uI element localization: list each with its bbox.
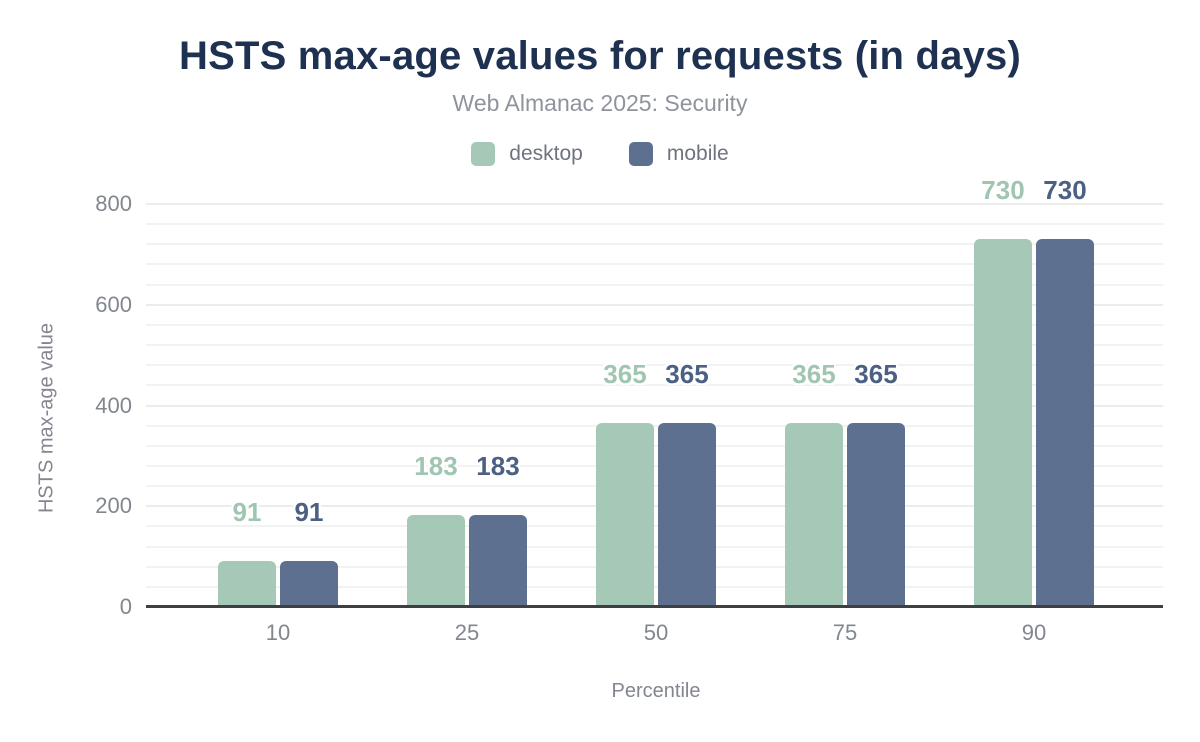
value-label-mobile-90: 730 (1043, 175, 1087, 205)
gridline (146, 525, 1163, 528)
gridline (146, 243, 1163, 246)
gridline (146, 565, 1163, 568)
value-label-desktop-50: 365 (603, 359, 647, 389)
value-label-mobile-75: 365 (854, 359, 898, 389)
gridline (146, 585, 1163, 588)
gridline (146, 404, 1163, 407)
x-tick-label-50: 50 (643, 620, 669, 645)
legend-label-desktop: desktop (509, 142, 583, 165)
gridline (146, 223, 1163, 226)
gridline (146, 303, 1163, 306)
gridline (146, 505, 1163, 508)
bar-desktop-10[interactable] (218, 561, 276, 607)
chart-subtitle: Web Almanac 2025: Security (452, 90, 748, 116)
y-axis-tick-label: 600 (95, 291, 132, 317)
gridline (146, 545, 1163, 548)
bar-mobile-75[interactable] (847, 423, 905, 607)
mobile-swatch-icon (628, 142, 653, 166)
value-label-mobile-10: 91 (294, 497, 324, 527)
gridline (146, 344, 1163, 347)
bar-desktop-25[interactable] (407, 515, 465, 607)
value-label-desktop-75: 365 (792, 359, 836, 389)
bar-desktop-90[interactable] (974, 239, 1032, 607)
bar-desktop-50[interactable] (596, 423, 654, 607)
value-label-desktop-10: 91 (232, 497, 262, 527)
gridline (146, 263, 1163, 266)
legend: desktop mobile (0, 142, 1200, 166)
value-label-mobile-25: 183 (476, 451, 520, 481)
x-tick-label-25: 25 (454, 620, 480, 645)
gridline (146, 464, 1163, 467)
y-axis-tick-label: 800 (95, 191, 132, 216)
value-label-desktop-90: 730 (981, 175, 1025, 205)
gridline (146, 323, 1163, 326)
legend-label-mobile: mobile (666, 142, 729, 165)
bar-mobile-10[interactable] (280, 561, 338, 607)
gridline (146, 424, 1163, 427)
gridline (146, 444, 1163, 447)
gridline (146, 283, 1163, 286)
legend-item-desktop[interactable]: desktop (471, 142, 583, 166)
legend-item-mobile[interactable]: mobile (628, 142, 729, 166)
x-axis-line (146, 605, 1163, 608)
x-axis-title: Percentile (611, 680, 701, 702)
x-tick-label-75: 75 (832, 620, 858, 645)
chart-title: HSTS max-age values for requests (in day… (178, 34, 1021, 78)
y-axis-tick-label: 200 (95, 493, 132, 519)
desktop-swatch-icon (471, 142, 496, 166)
bar-mobile-90[interactable] (1036, 239, 1094, 607)
x-tick-label-10: 10 (265, 620, 291, 645)
value-label-mobile-50: 365 (665, 359, 709, 389)
gridline (146, 384, 1163, 387)
value-label-desktop-25: 183 (414, 451, 458, 481)
y-axis-tick-label: 0 (119, 594, 132, 619)
bar-desktop-75[interactable] (785, 423, 843, 607)
gridline (146, 364, 1163, 367)
gridline (146, 485, 1163, 488)
bar-mobile-25[interactable] (469, 515, 527, 607)
y-axis-tick-label: 400 (95, 392, 132, 418)
gridline (146, 203, 1163, 205)
x-tick-label-90: 90 (1021, 620, 1047, 645)
bar-mobile-50[interactable] (658, 423, 716, 607)
